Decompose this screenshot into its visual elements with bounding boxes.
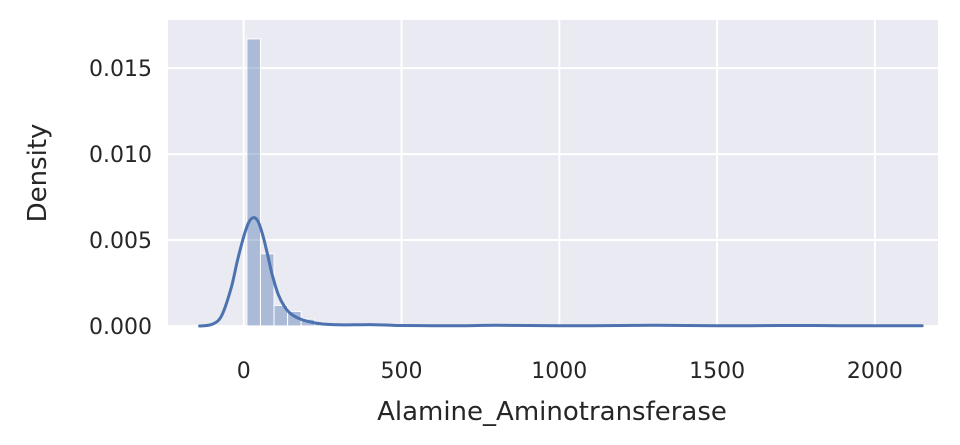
x-tick-label-3: 1500 [689, 359, 745, 384]
x-tick-labels: 0 500 1000 1500 2000 [237, 359, 903, 384]
histogram-bar-0 [246, 38, 261, 327]
plot-area [168, 20, 938, 326]
x-tick-label-0: 0 [237, 359, 251, 384]
x-tick-label-2: 1000 [531, 359, 587, 384]
y-tick-label-0: 0.000 [89, 315, 152, 340]
kde-line [198, 216, 924, 328]
x-tick-label-1: 500 [381, 359, 423, 384]
y-tick-label-3: 0.015 [89, 57, 152, 82]
x-axis-label: Alamine_Aminotransferase [377, 397, 727, 427]
y-tick-label-2: 0.010 [89, 143, 152, 168]
y-tick-label-1: 0.005 [89, 229, 152, 254]
y-tick-labels: 0.000 0.005 0.010 0.015 [89, 57, 152, 340]
x-tick-label-4: 2000 [847, 359, 903, 384]
y-axis-label: Density [23, 124, 53, 223]
kde-curve-group [198, 216, 924, 328]
histogram-bar-1 [259, 253, 275, 327]
